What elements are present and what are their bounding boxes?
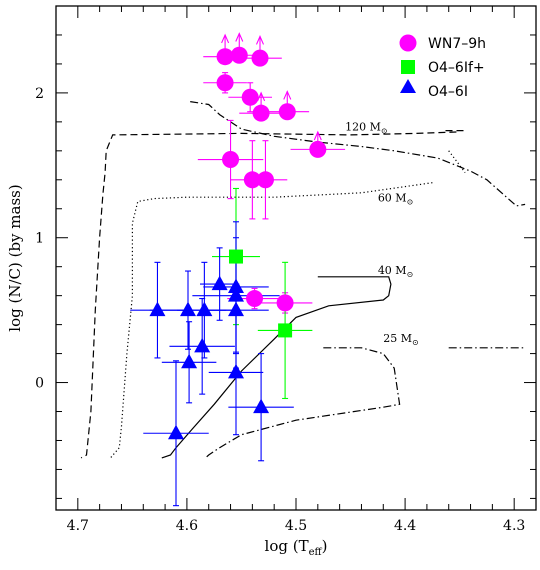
legend-label-of: O4–6If+	[428, 60, 485, 76]
data-point-circle	[252, 104, 270, 122]
data-point-square	[229, 249, 243, 264]
track-line	[80, 131, 457, 459]
y-axis-title: log (N/C) (by mass)	[6, 184, 24, 331]
arrow-head	[257, 91, 266, 102]
data-markers	[149, 46, 327, 440]
tick-labels: 4.7 4.6 4.5 4.4 4.3 0 1 2	[35, 86, 525, 534]
track-labels: 120 M⊙ 60 M⊙ 40 M⊙ 25 M⊙	[345, 121, 419, 347]
data-point-triangle	[228, 287, 244, 302]
track-label: 60 M⊙	[378, 192, 413, 207]
y-tick-label: 2	[35, 86, 44, 102]
data-point-triangle	[149, 301, 166, 317]
data-point-triangle	[194, 337, 211, 353]
data-point-circle	[276, 294, 294, 312]
data-point-triangle	[228, 278, 244, 293]
data-point-triangle	[181, 353, 198, 369]
data-point-circle	[230, 46, 248, 64]
data-point-circle	[256, 171, 274, 189]
data-point-triangle	[211, 275, 228, 291]
track-label: 40 M⊙	[378, 264, 413, 279]
track-label: 120 M⊙	[345, 121, 387, 136]
data-point-circle	[222, 151, 240, 169]
x-tick-label: 4.4	[394, 518, 416, 534]
data-point-triangle	[168, 424, 184, 440]
data-point-circle	[251, 49, 269, 67]
legend-marker-o	[400, 79, 416, 93]
data-point-circle	[216, 74, 234, 92]
legend-label-wn: WN7–9h	[428, 36, 486, 52]
data-point-square	[278, 323, 293, 338]
legend-marker-wn	[399, 34, 417, 52]
legend-label-o: O4–6I	[428, 84, 468, 100]
legend: WN7–9h O4–6If+ O4–6I	[399, 34, 486, 100]
data-point-circle	[309, 140, 327, 158]
x-tick-label: 4.3	[503, 518, 525, 534]
arrow-head	[313, 130, 322, 141]
x-tick-label: 4.6	[176, 518, 198, 534]
data-point-circle	[243, 171, 261, 189]
arrow-head	[283, 90, 292, 100]
data-point-triangle	[228, 363, 244, 379]
arrow-head	[235, 32, 244, 42]
data-point-circle	[246, 290, 264, 308]
y-tick-label: 1	[35, 231, 44, 247]
x-tick-label: 4.7	[67, 518, 89, 534]
data-point-triangle	[180, 301, 196, 317]
track-line	[448, 150, 466, 173]
data-point-circle	[278, 103, 296, 121]
legend-marker-of	[401, 60, 415, 74]
data-point-circle	[216, 48, 234, 66]
track-line	[205, 347, 401, 459]
x-tick-label: 4.5	[285, 518, 307, 534]
data-point-triangle	[196, 301, 213, 317]
track-label: 25 M⊙	[383, 332, 418, 347]
data-point-triangle	[253, 398, 270, 414]
arrow-head	[221, 33, 230, 44]
x-axis-title: log (Teff)	[265, 537, 328, 558]
y-tick-label: 0	[35, 376, 44, 392]
data-point-circle	[241, 88, 259, 106]
arrow-head	[255, 35, 265, 45]
axis-ticks	[56, 6, 537, 510]
data-point-triangle	[228, 301, 244, 317]
track-line	[190, 101, 526, 207]
plot-frame	[55, 5, 537, 511]
track-line	[110, 182, 433, 459]
